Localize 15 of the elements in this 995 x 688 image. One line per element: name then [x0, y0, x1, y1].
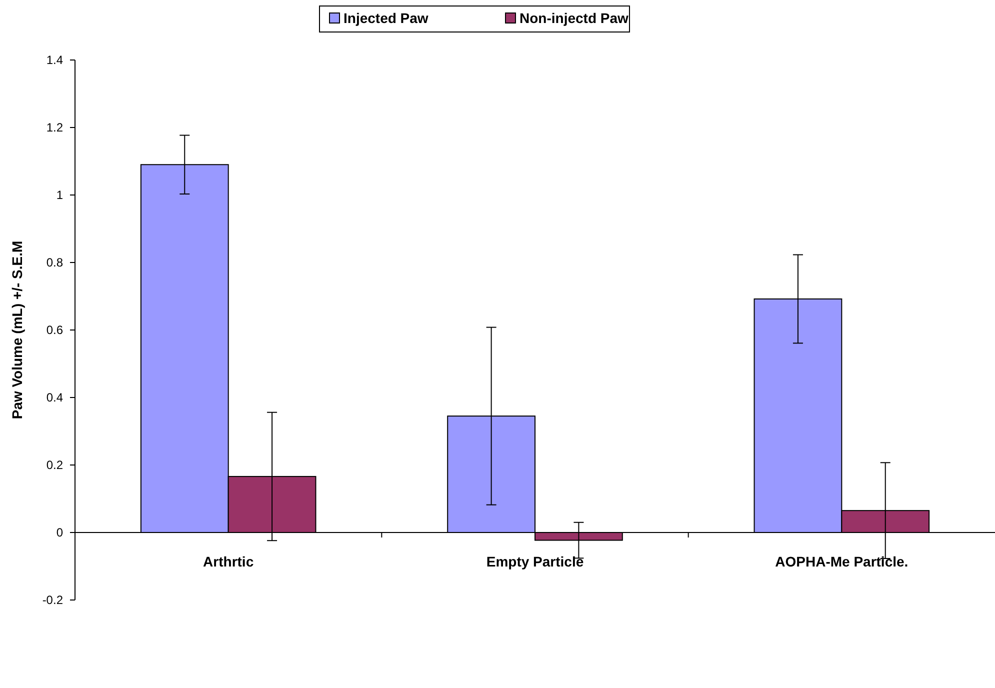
y-tick-label: 0.4 [46, 390, 64, 405]
y-tick-label: -0.2 [42, 593, 64, 608]
y-tick-label: 0.6 [46, 323, 64, 338]
y-tick-label: 1 [56, 188, 64, 202]
y-tick-label: 0.8 [46, 256, 64, 270]
y-axis-title: Paw Volume (mL) +/- S.E.M [9, 240, 25, 420]
x-tick-label: Arthrtic [203, 554, 254, 570]
x-tick-label: Empty Particle [486, 554, 584, 570]
y-tick-label: 0.2 [46, 458, 64, 472]
y-tick-label: 1.2 [46, 120, 64, 135]
y-tick-label: 1.4 [46, 53, 64, 68]
legend-label: Non-injectd Paw [520, 10, 629, 26]
y-tick-label: 0 [56, 526, 64, 540]
x-tick-label: AOPHA-Me Particle. [775, 554, 908, 570]
legend-label: Injected Paw [344, 10, 428, 26]
